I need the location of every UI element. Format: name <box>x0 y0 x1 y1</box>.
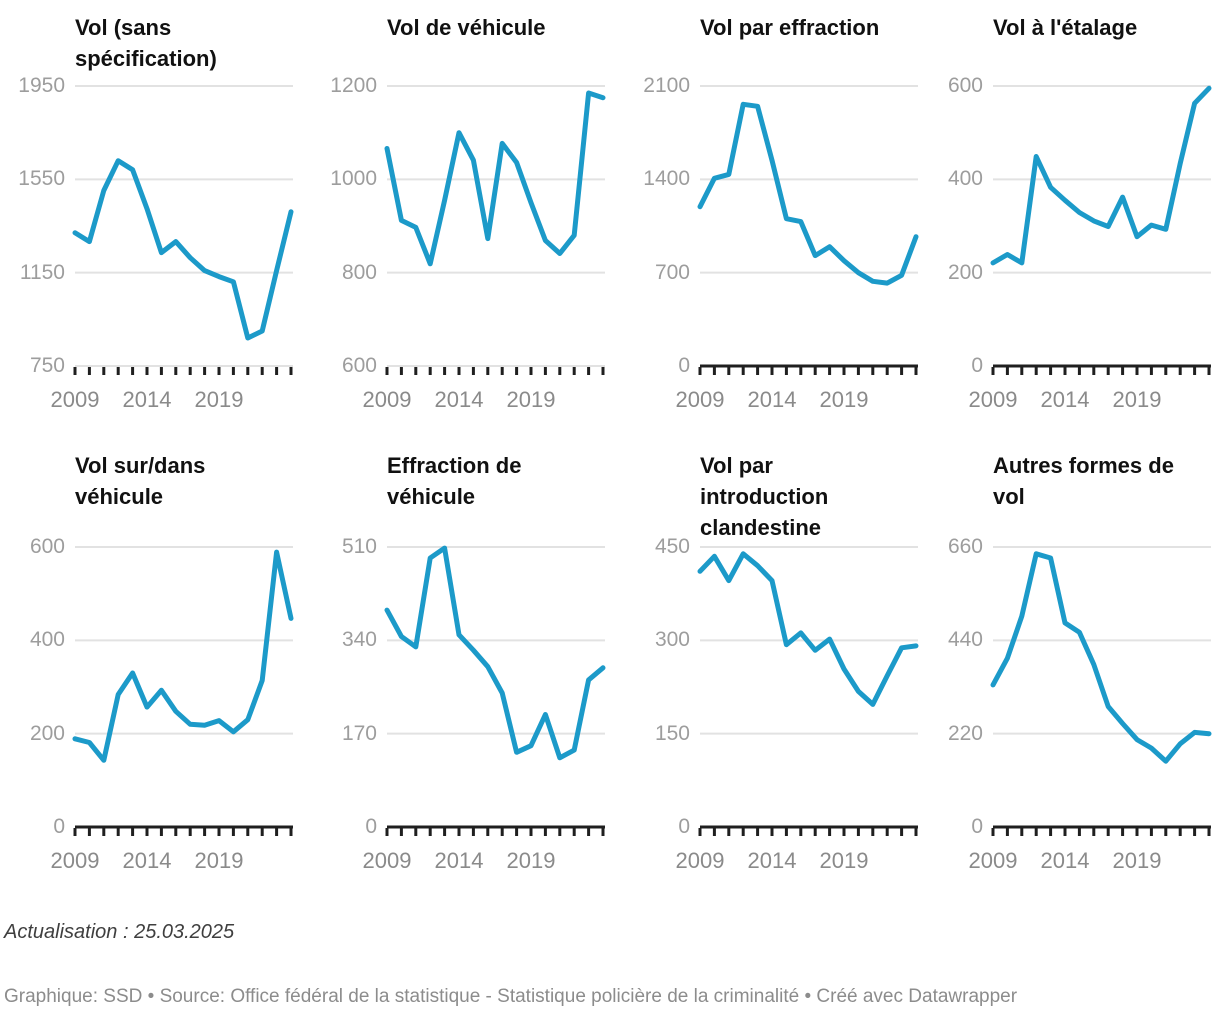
x-axis-year-label: 2009 <box>362 387 412 412</box>
y-axis-tick-label: 300 <box>654 628 690 652</box>
series-line <box>384 545 606 761</box>
x-axis-year-label: 2009 <box>675 848 725 873</box>
x-axis-year-label: 2014 <box>434 387 484 412</box>
x-axis-year-label: 2014 <box>122 848 172 873</box>
y-axis-tick-label: 800 <box>341 260 377 284</box>
chart-title: Vol (sans spécification) <box>75 15 217 71</box>
chart-panel-vol-par-effraction: Vol par effraction 0 700 1400 2100 2009 201… <box>632 0 928 436</box>
x-axis-year-label: 2019 <box>506 387 556 412</box>
chart-panel-vol-par-introduction-clandestine: Vol par introduction clandestine 0 150 300… <box>632 436 928 873</box>
y-axis-tick-label: 510 <box>341 535 377 558</box>
line-chart <box>72 85 294 375</box>
y-axis-tick-label: 1200 <box>330 74 377 97</box>
y-axis-tick-label: 750 <box>29 354 65 377</box>
x-axis-year-label: 2014 <box>747 387 797 412</box>
series-line <box>697 551 919 707</box>
series-line <box>990 551 1212 764</box>
y-axis-tick-label: 600 <box>341 354 377 377</box>
y-axis-tick-label: 700 <box>654 260 690 284</box>
chart-title: Autres formes de vol <box>993 453 1174 509</box>
chart-panel-effraction-de-vehicule: Effraction de véhicule 0 170 340 510 2009 2… <box>319 436 615 873</box>
y-axis-tick-label: 1150 <box>19 260 65 284</box>
series-line <box>72 549 294 763</box>
x-axis-year-label: 2019 <box>194 387 244 412</box>
x-axis-ticks <box>73 367 293 375</box>
credits-line: Graphique: SSD • Source: Office fédéral … <box>4 986 1018 1007</box>
x-axis-ticks <box>991 367 1211 375</box>
x-axis-ticks <box>698 828 918 836</box>
y-axis-tick-label: 220 <box>947 721 983 745</box>
x-axis-year-label: 2014 <box>122 387 172 412</box>
x-axis-ticks <box>73 828 293 836</box>
y-axis-tick-label: 1550 <box>18 167 65 191</box>
y-axis-tick-label: 400 <box>947 167 983 191</box>
y-axis-tick-label: 400 <box>29 628 65 652</box>
y-axis-tick-label: 170 <box>341 721 377 745</box>
chart-panel-vol-sur-dans-vehicule: Vol sur/dans véhicule 0 200 400 600 2009 20… <box>7 436 303 873</box>
x-axis-year-label: 2009 <box>968 848 1018 873</box>
chart-title: Vol sur/dans véhicule <box>75 453 206 509</box>
chart-title: Vol de véhicule <box>387 15 546 40</box>
y-axis-tick-label: 600 <box>947 74 983 97</box>
x-axis-year-label: 2009 <box>362 848 412 873</box>
line-chart <box>990 85 1212 375</box>
x-axis-year-label: 2014 <box>747 848 797 873</box>
y-axis-tick-label: 1400 <box>643 167 690 191</box>
chart-panel-autres-formes-de-vol: Autres formes de vol 0 220 440 660 2009 201… <box>925 436 1220 873</box>
y-axis-tick-label: 450 <box>654 535 690 558</box>
x-axis-year-label: 2014 <box>1040 387 1090 412</box>
series-line <box>384 90 606 267</box>
y-axis-tick-label: 340 <box>341 628 377 652</box>
y-axis-tick-label: 2100 <box>643 74 690 97</box>
x-axis-ticks <box>991 828 1211 836</box>
y-axis-tick-label: 1000 <box>330 167 377 191</box>
y-axis-tick-label: 440 <box>947 628 983 652</box>
y-axis-tick-label: 150 <box>654 721 690 745</box>
line-chart <box>384 545 606 836</box>
chart-panel-vol-a-l-etalage: Vol à l'étalage 0 200 400 600 2009 2014 201… <box>925 0 1220 436</box>
x-axis-year-label: 2009 <box>50 387 100 412</box>
x-axis-year-label: 2009 <box>968 387 1018 412</box>
line-chart <box>697 85 919 375</box>
update-note: Actualisation : 25.03.2025 <box>4 921 235 943</box>
chart-title: Vol par introduction clandestine <box>700 453 829 540</box>
y-axis-tick-label: 0 <box>365 815 377 838</box>
y-axis-tick-label: 660 <box>947 535 983 558</box>
x-axis-year-label: 2009 <box>50 848 100 873</box>
x-axis-ticks <box>698 367 918 375</box>
chart-title: Effraction de véhicule <box>387 453 522 509</box>
y-axis-tick-label: 600 <box>29 535 65 558</box>
y-axis-tick-label: 1950 <box>18 74 65 97</box>
y-axis-tick-label: 0 <box>678 354 690 377</box>
series-line <box>990 85 1212 266</box>
y-axis-tick-label: 0 <box>53 815 65 838</box>
x-axis-year-label: 2019 <box>819 387 869 412</box>
y-axis-tick-label: 200 <box>29 721 65 745</box>
series-line <box>697 101 919 286</box>
line-chart <box>384 85 606 375</box>
x-axis-ticks <box>385 828 605 836</box>
x-axis-year-label: 2019 <box>1112 848 1162 873</box>
y-axis-tick-label: 200 <box>947 260 983 284</box>
x-axis-year-label: 2019 <box>819 848 869 873</box>
chart-title: Vol à l'étalage <box>993 15 1138 40</box>
line-chart <box>697 546 919 836</box>
y-axis-tick-label: 0 <box>971 354 983 377</box>
x-axis-year-label: 2009 <box>675 387 725 412</box>
x-axis-year-label: 2014 <box>434 848 484 873</box>
chart-title: Vol par effraction <box>700 15 880 40</box>
line-chart <box>72 546 294 836</box>
x-axis-year-label: 2019 <box>194 848 244 873</box>
series-line <box>72 158 294 341</box>
y-axis-tick-label: 0 <box>678 815 690 838</box>
chart-panel-vol-de-vehicule: Vol de véhicule 600 800 1000 1200 2009 2014… <box>319 0 615 436</box>
x-axis-year-label: 2019 <box>1112 387 1162 412</box>
x-axis-ticks <box>385 367 605 375</box>
line-chart <box>990 546 1212 836</box>
chart-panel-vol-sans-specification: Vol (sans spécification) 750 1150 1550 1950… <box>7 0 303 436</box>
y-axis-tick-label: 0 <box>971 815 983 838</box>
x-axis-year-label: 2019 <box>506 848 556 873</box>
x-axis-year-label: 2014 <box>1040 848 1090 873</box>
